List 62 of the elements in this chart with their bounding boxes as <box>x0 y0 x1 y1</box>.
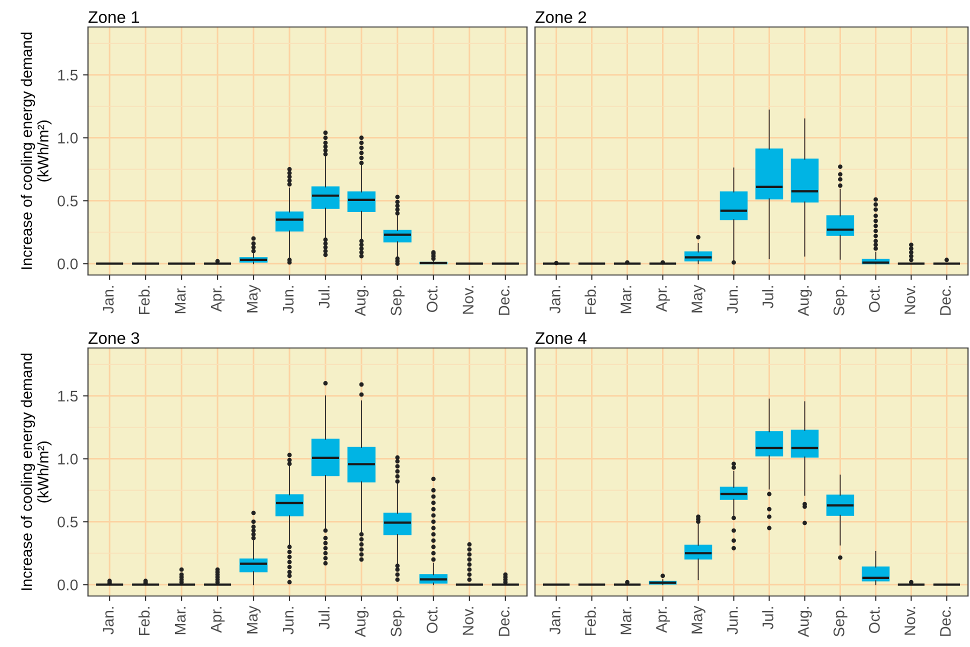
y-axis-title: Increase of cooling energy demand (kWh/m²) <box>20 32 52 269</box>
x-tick-label: Sep. <box>834 607 848 636</box>
x-tick-label: Feb. <box>584 286 596 314</box>
x-tick-label: Apr. <box>656 286 670 312</box>
x-tick-label: Jan. <box>550 607 560 634</box>
x-tick-label: May <box>692 284 706 312</box>
x-tick-label: Oct. <box>426 607 438 634</box>
x-tick-label: Jun. <box>282 286 294 314</box>
x-tick-label: May <box>246 606 261 634</box>
x-tick-label: Apr. <box>210 286 225 312</box>
x-tick-label: Sep. <box>834 286 848 316</box>
y-tick-label: 0.0 <box>58 258 78 270</box>
chart-title: Zone 1 <box>88 11 140 23</box>
x-tick-label: Mar. <box>620 286 632 314</box>
x-tick-label: Sep. <box>390 286 405 316</box>
x-tick-label: Oct. <box>426 286 438 312</box>
x-tick-label: Nov. <box>462 607 474 635</box>
x-tick-label: Apr. <box>210 607 225 633</box>
y-tick-label: 1.0 <box>58 132 78 144</box>
x-tick-label: Jul. <box>762 286 774 308</box>
x-tick-label: Oct. <box>869 286 880 312</box>
x-tick-label: Jul. <box>318 286 330 308</box>
x-tick-label: May <box>246 284 261 312</box>
x-tick-label: Jun. <box>282 607 294 634</box>
x-tick-label: Feb. <box>584 607 596 636</box>
chart-title: Zone 3 <box>88 332 140 344</box>
y-axis-title: Increase of cooling energy demand (kWh/m²) <box>20 354 52 590</box>
x-tick-label: Nov. <box>462 286 474 314</box>
x-tick-label: Mar. <box>174 286 186 314</box>
x-tick-label: Aug. <box>798 286 812 316</box>
x-tick-label: Mar. <box>620 607 632 634</box>
x-tick-label: Jun. <box>727 607 738 634</box>
x-tick-label: Jan. <box>103 607 114 634</box>
x-tick-label: Dec. <box>498 286 510 315</box>
x-tick-label: Apr. <box>656 607 670 633</box>
x-tick-label: Aug. <box>354 286 369 316</box>
x-tick-label: Jul. <box>762 607 774 630</box>
y-tick-label: 0.5 <box>58 196 78 206</box>
x-tick-label: Jun. <box>727 286 738 314</box>
y-tick-label: 0.5 <box>58 516 78 528</box>
x-tick-label: Aug. <box>798 607 812 638</box>
x-tick-label: Jul. <box>318 607 330 630</box>
x-tick-label: Mar. <box>174 607 186 634</box>
x-tick-label: Oct. <box>869 607 880 634</box>
x-tick-label: Aug. <box>354 607 369 638</box>
x-tick-label: Feb. <box>138 286 150 314</box>
x-tick-label: May <box>692 606 706 634</box>
x-tick-label: Feb. <box>138 607 150 636</box>
x-tick-label: Nov. <box>904 607 916 635</box>
chart-title: Zone 4 <box>536 332 586 344</box>
x-tick-label: Jan. <box>103 286 114 314</box>
chart-title: Zone 2 <box>536 11 586 23</box>
x-tick-label: Dec. <box>498 607 510 636</box>
y-tick-label: 0.0 <box>58 580 78 590</box>
x-tick-label: Jan. <box>550 286 560 314</box>
x-tick-label: Nov. <box>904 286 916 314</box>
x-tick-label: Dec. <box>940 286 951 315</box>
y-tick-label: 1.5 <box>58 390 78 402</box>
y-tick-label: 1.0 <box>58 454 78 464</box>
x-tick-label: Dec. <box>940 607 951 636</box>
y-tick-label: 1.5 <box>58 70 78 81</box>
x-tick-label: Sep. <box>390 607 405 636</box>
